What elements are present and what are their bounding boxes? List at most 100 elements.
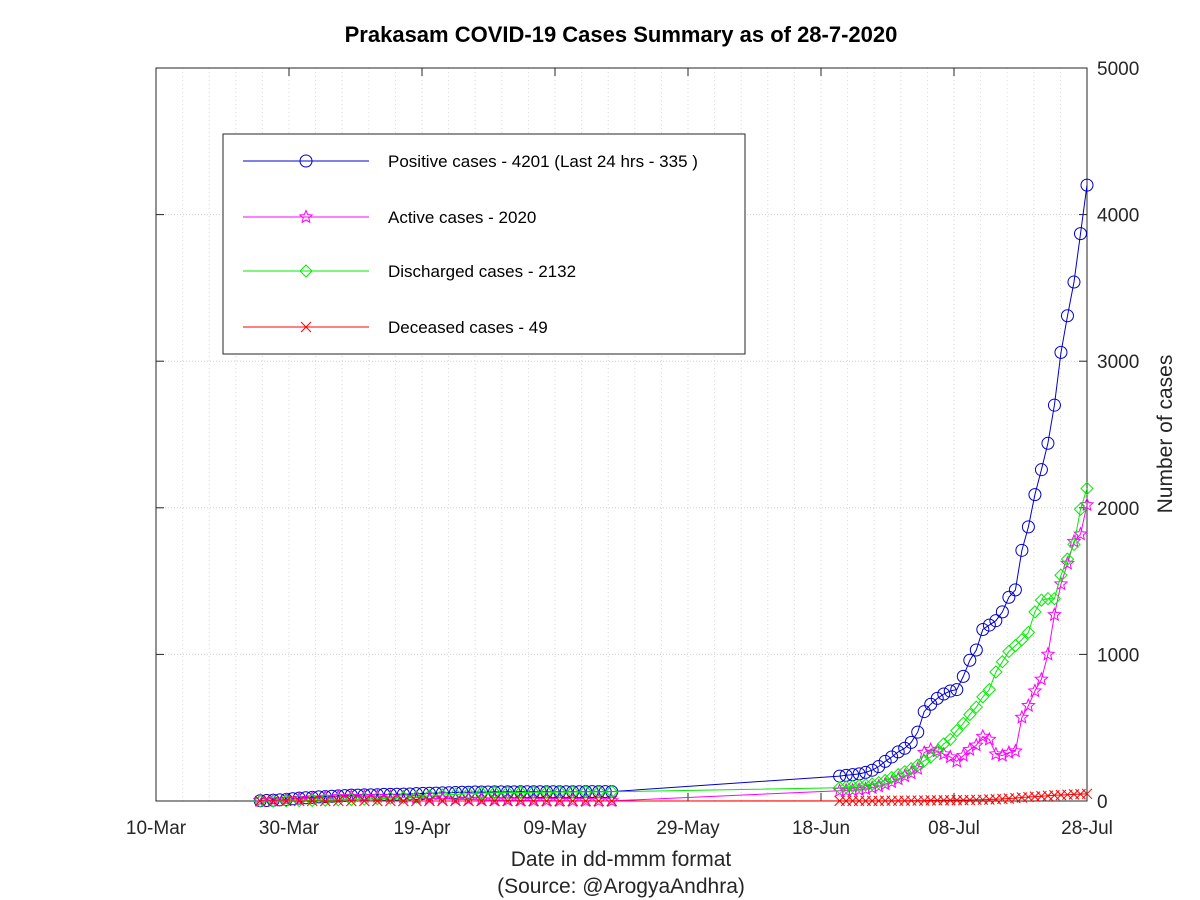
data-point (319, 795, 331, 807)
data-point (539, 785, 554, 799)
data-point (845, 779, 860, 794)
data-point (865, 763, 879, 777)
legend-item: Deceased cases - 49 (243, 318, 548, 337)
data-point (916, 744, 932, 759)
data-point (403, 787, 417, 801)
data-point (904, 762, 918, 776)
data-point (943, 732, 957, 747)
data-point (372, 795, 383, 807)
data-point (962, 741, 978, 756)
data-point (455, 785, 469, 799)
data-point (891, 767, 905, 782)
data-point (369, 788, 385, 803)
data-point (279, 794, 293, 808)
data-point (254, 795, 266, 807)
data-point (1060, 309, 1074, 323)
data-point (937, 687, 951, 701)
data-point (591, 793, 607, 808)
legend-item: Positive cases - 4201 (Last 24 hrs - 335… (243, 152, 698, 171)
data-point (865, 777, 879, 791)
data-point (489, 795, 500, 807)
data-point (390, 787, 404, 801)
data-point (942, 749, 958, 764)
data-point (345, 795, 357, 807)
data-point (832, 781, 847, 795)
data-point (1041, 436, 1055, 450)
data-point (1014, 709, 1030, 724)
y-tick-label: 4000 (1097, 206, 1139, 227)
data-point (1008, 583, 1022, 597)
data-point (253, 794, 267, 808)
data-point (278, 791, 294, 807)
data-point (839, 780, 853, 794)
data-point (487, 786, 502, 800)
data-point (1047, 398, 1061, 412)
data-point (358, 795, 370, 807)
data-point (995, 605, 1009, 619)
data-point (930, 744, 944, 758)
data-point (976, 622, 990, 636)
data-point (461, 791, 476, 806)
data-point (982, 682, 997, 697)
data-point (1028, 488, 1042, 502)
data-point (937, 737, 951, 751)
x-tick-label: 18-Jun (792, 818, 850, 839)
data-point (396, 790, 411, 805)
legend-label: Discharged cases - 2132 (388, 262, 576, 281)
x-tick-label: 09-May (523, 818, 587, 839)
data-point (448, 785, 462, 799)
data-point (474, 786, 489, 800)
data-point (500, 792, 515, 807)
data-point (1033, 671, 1049, 686)
data-point (878, 754, 892, 768)
data-point (325, 789, 339, 803)
data-point (437, 795, 448, 807)
x-tick-label: 29-May (656, 818, 720, 839)
legend-label: Deceased cases - 49 (388, 318, 548, 337)
x-axis-source-label: (Source: @ArogyaAndhra) (497, 875, 745, 898)
data-point (1067, 275, 1081, 289)
data-point (487, 792, 502, 807)
data-point (280, 795, 292, 807)
legend-marker (299, 264, 313, 278)
data-point (422, 786, 436, 800)
x-axis-label: Date in dd-mmm format (511, 848, 732, 871)
data-point (515, 795, 526, 807)
data-point (884, 770, 899, 785)
data-point (976, 690, 990, 704)
data-point (424, 795, 435, 807)
data-point (593, 795, 605, 807)
series-star (252, 497, 1095, 808)
data-point (852, 778, 866, 793)
data-point (950, 723, 964, 738)
data-point (1067, 537, 1081, 552)
data-point (989, 665, 1003, 679)
data-point (331, 793, 346, 807)
data-point (963, 653, 977, 667)
legend-label: Active cases - 2020 (388, 208, 536, 227)
data-point (605, 785, 619, 799)
data-point (604, 793, 620, 808)
data-point (995, 655, 1010, 669)
x-tick-label: 30-Mar (259, 818, 320, 839)
data-point (265, 792, 281, 807)
data-point (969, 643, 983, 657)
data-point (891, 745, 905, 759)
data-point (474, 791, 489, 807)
data-point (1028, 605, 1042, 619)
data-point (578, 785, 593, 799)
data-point (982, 618, 996, 632)
data-point (514, 785, 528, 799)
data-point (578, 792, 594, 808)
data-point (988, 746, 1004, 761)
data-point (475, 785, 489, 799)
data-point (1081, 788, 1093, 800)
data-point (502, 795, 513, 807)
data-point (448, 791, 463, 806)
data-point (1073, 227, 1087, 241)
data-point (338, 789, 352, 803)
data-point (1034, 463, 1048, 477)
x-tick-label: 28-Jul (1061, 818, 1113, 839)
data-point (956, 669, 970, 683)
data-point (567, 795, 579, 807)
